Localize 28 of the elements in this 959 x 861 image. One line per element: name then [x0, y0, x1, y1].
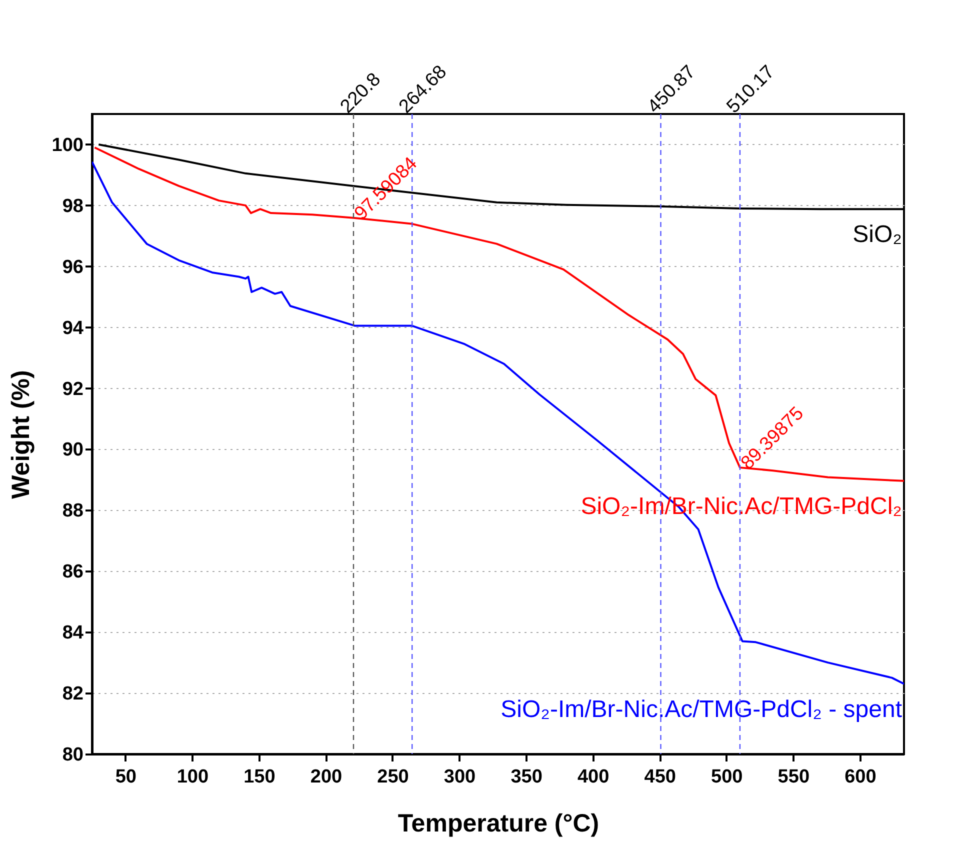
x-tick-label: 350 [510, 766, 542, 788]
x-tick-label: 250 [377, 766, 409, 788]
y-tick-label: 100 [52, 134, 84, 156]
x-tick-label: 300 [444, 766, 476, 788]
y-tick-label: 84 [62, 622, 84, 644]
y-tick-label: 90 [62, 440, 84, 461]
x-tick-label: 400 [577, 766, 610, 788]
x-tick-label: 500 [711, 766, 743, 788]
x-axis-title: Temperature (°C) [398, 810, 600, 838]
x-tick-label: 600 [844, 766, 876, 788]
series-label: SiO₂-Im/Br-Nic.Ac/TMG-PdCl₂ - spent [500, 696, 902, 723]
x-tick-label: 150 [244, 766, 276, 788]
y-tick-label: 94 [62, 318, 84, 339]
x-tick-label: 550 [778, 766, 810, 788]
x-tick-label: 200 [310, 766, 342, 788]
y-tick-label: 88 [62, 500, 84, 522]
x-tick-label: 450 [644, 766, 676, 788]
y-tick-label: 92 [62, 378, 84, 400]
x-tick-label: 50 [115, 766, 136, 788]
line-series [94, 146, 904, 482]
series-label: SiO₂ [852, 221, 902, 248]
y-axis-title: Weight (%) [6, 370, 35, 499]
x-tick-label: 100 [176, 766, 209, 788]
y-tick-label: 80 [62, 744, 84, 766]
y-tick-label: 98 [62, 196, 84, 217]
y-tick-label: 86 [62, 562, 84, 583]
y-tick-label: 96 [62, 256, 84, 278]
y-tick-label: 82 [62, 684, 84, 705]
